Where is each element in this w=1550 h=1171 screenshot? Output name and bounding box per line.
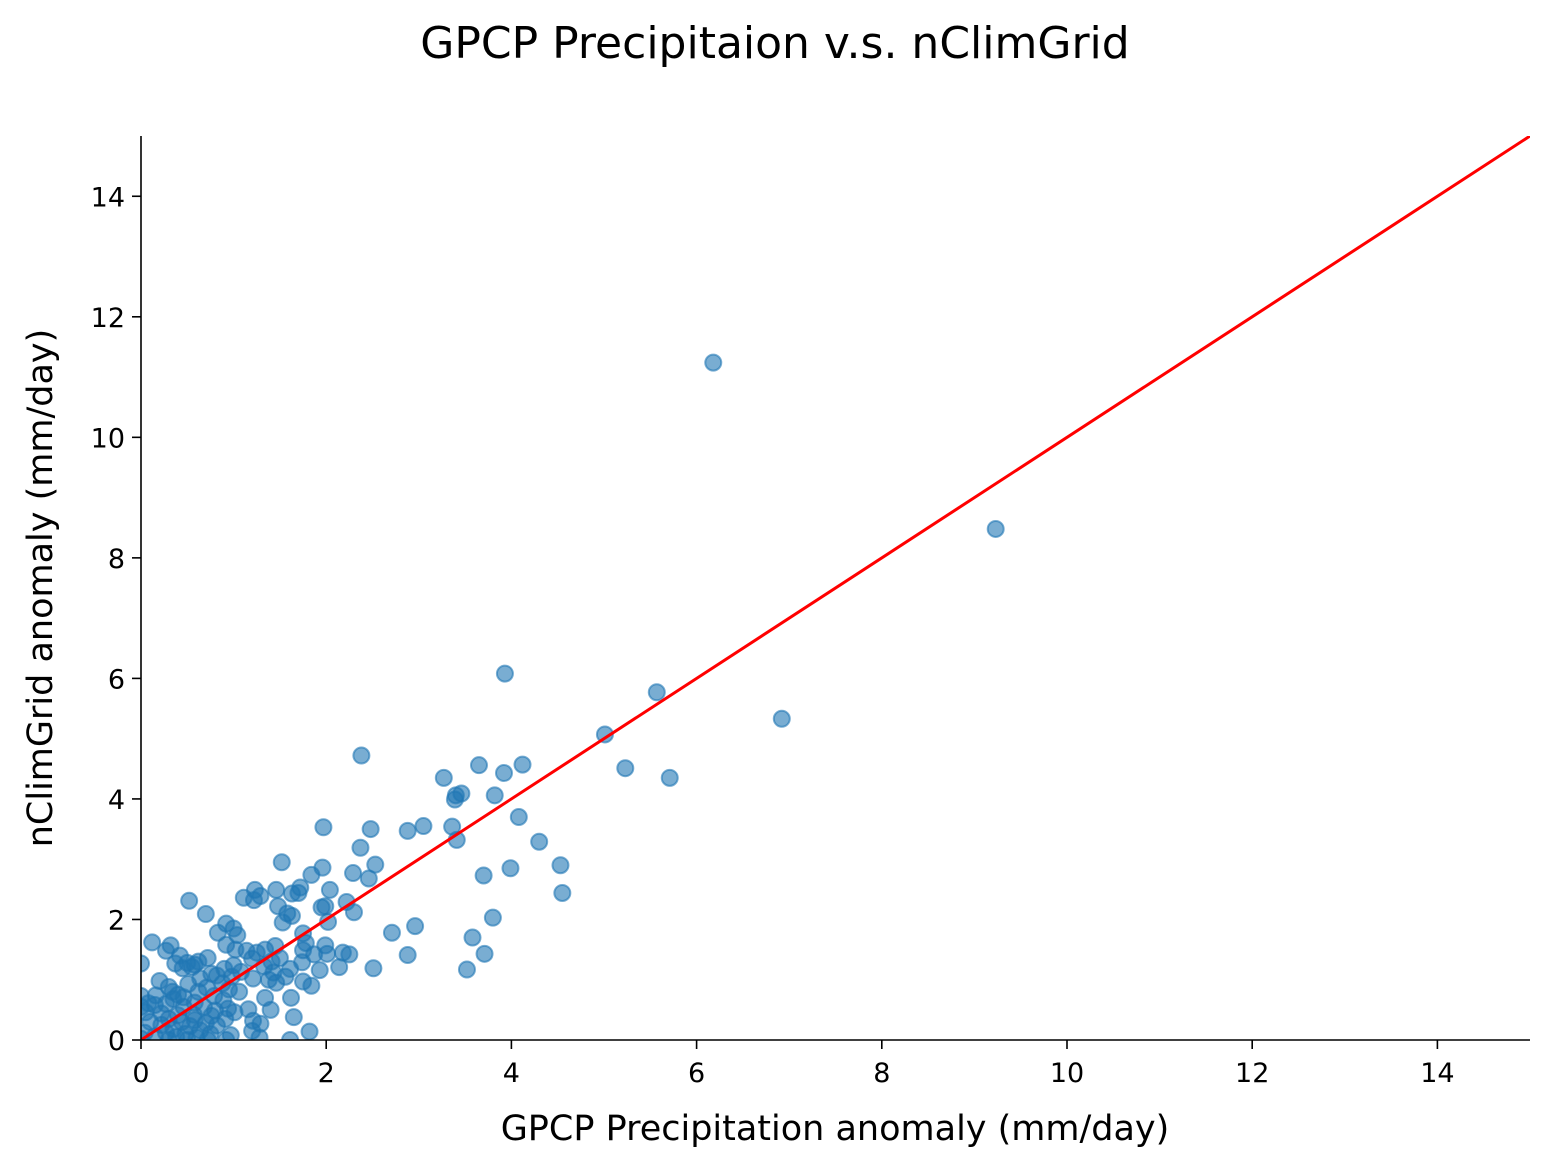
- data-point: [302, 865, 321, 884]
- data-point: [230, 982, 249, 1001]
- x-tick-label: 14: [1420, 1058, 1454, 1089]
- plot-area: [141, 136, 1530, 1040]
- data-point: [244, 891, 263, 910]
- x-tick-label: 10: [1050, 1058, 1084, 1089]
- y-tick-label: 12: [91, 303, 125, 334]
- data-point: [469, 756, 488, 775]
- data-point: [217, 1031, 236, 1040]
- x-tick-label: 0: [132, 1058, 149, 1089]
- data-point: [344, 903, 363, 922]
- data-point: [406, 917, 425, 936]
- data-point: [273, 913, 292, 932]
- data-point: [772, 709, 791, 728]
- data-point: [457, 960, 476, 979]
- data-point: [340, 945, 359, 964]
- y-tick-label: 8: [108, 544, 125, 575]
- data-point: [178, 1031, 197, 1040]
- data-point: [494, 764, 513, 783]
- x-tick-label: 8: [873, 1058, 890, 1089]
- data-point: [300, 1022, 319, 1040]
- data-point: [159, 1031, 178, 1040]
- data-point: [244, 969, 263, 988]
- y-tick-label: 10: [91, 423, 125, 454]
- data-point: [351, 838, 370, 857]
- y-axis-label: nClimGrid anomaly (mm/day): [21, 329, 61, 848]
- data-point: [352, 746, 371, 765]
- data-point: [267, 973, 286, 992]
- data-point: [302, 976, 321, 995]
- data-point: [180, 891, 199, 910]
- data-point: [434, 768, 453, 787]
- data-point: [986, 519, 1005, 538]
- data-point: [445, 790, 464, 809]
- data-point: [551, 856, 570, 875]
- data-point: [281, 1031, 300, 1040]
- data-point: [284, 1008, 303, 1027]
- data-point: [359, 869, 378, 888]
- data-point: [282, 988, 301, 1007]
- data-point: [289, 883, 308, 902]
- y-axis-ticks: 0 2 4 6 8 10 12 14: [91, 182, 141, 1057]
- data-point: [143, 933, 162, 952]
- x-tick-label: 12: [1235, 1058, 1269, 1089]
- data-point: [314, 818, 333, 837]
- data-point: [364, 959, 383, 978]
- data-point: [509, 808, 528, 827]
- data-point: [267, 880, 286, 899]
- y-tick-label: 0: [108, 1026, 125, 1057]
- data-point: [330, 958, 349, 977]
- data-point: [483, 908, 502, 927]
- data-point: [398, 946, 417, 965]
- x-tick-label: 6: [688, 1058, 705, 1089]
- data-point: [530, 832, 549, 851]
- data-point: [261, 1000, 280, 1019]
- data-point: [616, 759, 635, 778]
- one-to-one-line: [141, 136, 1530, 1040]
- data-point: [495, 664, 514, 683]
- data-point: [704, 353, 723, 372]
- data-point: [414, 817, 433, 836]
- data-point: [501, 859, 520, 878]
- chart-title: GPCP Precipitaion v.s. nClimGrid: [420, 18, 1129, 69]
- data-point: [173, 959, 192, 978]
- data-point: [475, 944, 494, 963]
- data-point: [647, 683, 666, 702]
- x-axis-ticks: 0 2 4 6 8 10 12 14: [132, 1040, 1455, 1089]
- y-tick-label: 14: [91, 182, 125, 213]
- data-point: [316, 897, 335, 916]
- data-point: [513, 755, 532, 774]
- y-tick-label: 6: [108, 664, 125, 695]
- x-axis-label: GPCP Precipitation anomaly (mm/day): [501, 1109, 1170, 1149]
- data-point: [361, 820, 380, 839]
- data-point: [208, 923, 227, 942]
- y-tick-label: 2: [108, 905, 125, 936]
- data-point: [660, 768, 679, 787]
- data-point: [344, 864, 363, 883]
- data-point: [553, 883, 572, 902]
- y-tick-label: 4: [108, 785, 125, 816]
- data-point: [310, 961, 329, 980]
- data-point: [198, 1031, 217, 1040]
- data-point: [320, 880, 339, 899]
- data-point: [250, 1028, 269, 1040]
- data-point: [382, 923, 401, 942]
- data-point: [141, 954, 150, 973]
- x-tick-label: 2: [318, 1058, 335, 1089]
- data-point: [196, 905, 215, 924]
- x-tick-label: 4: [503, 1058, 520, 1089]
- points-layer: [141, 353, 1005, 1040]
- data-point: [485, 786, 504, 805]
- data-point: [272, 853, 291, 872]
- data-point: [463, 928, 482, 947]
- reference-line-layer: [141, 136, 1530, 1040]
- data-point: [398, 821, 417, 840]
- data-point: [474, 866, 493, 885]
